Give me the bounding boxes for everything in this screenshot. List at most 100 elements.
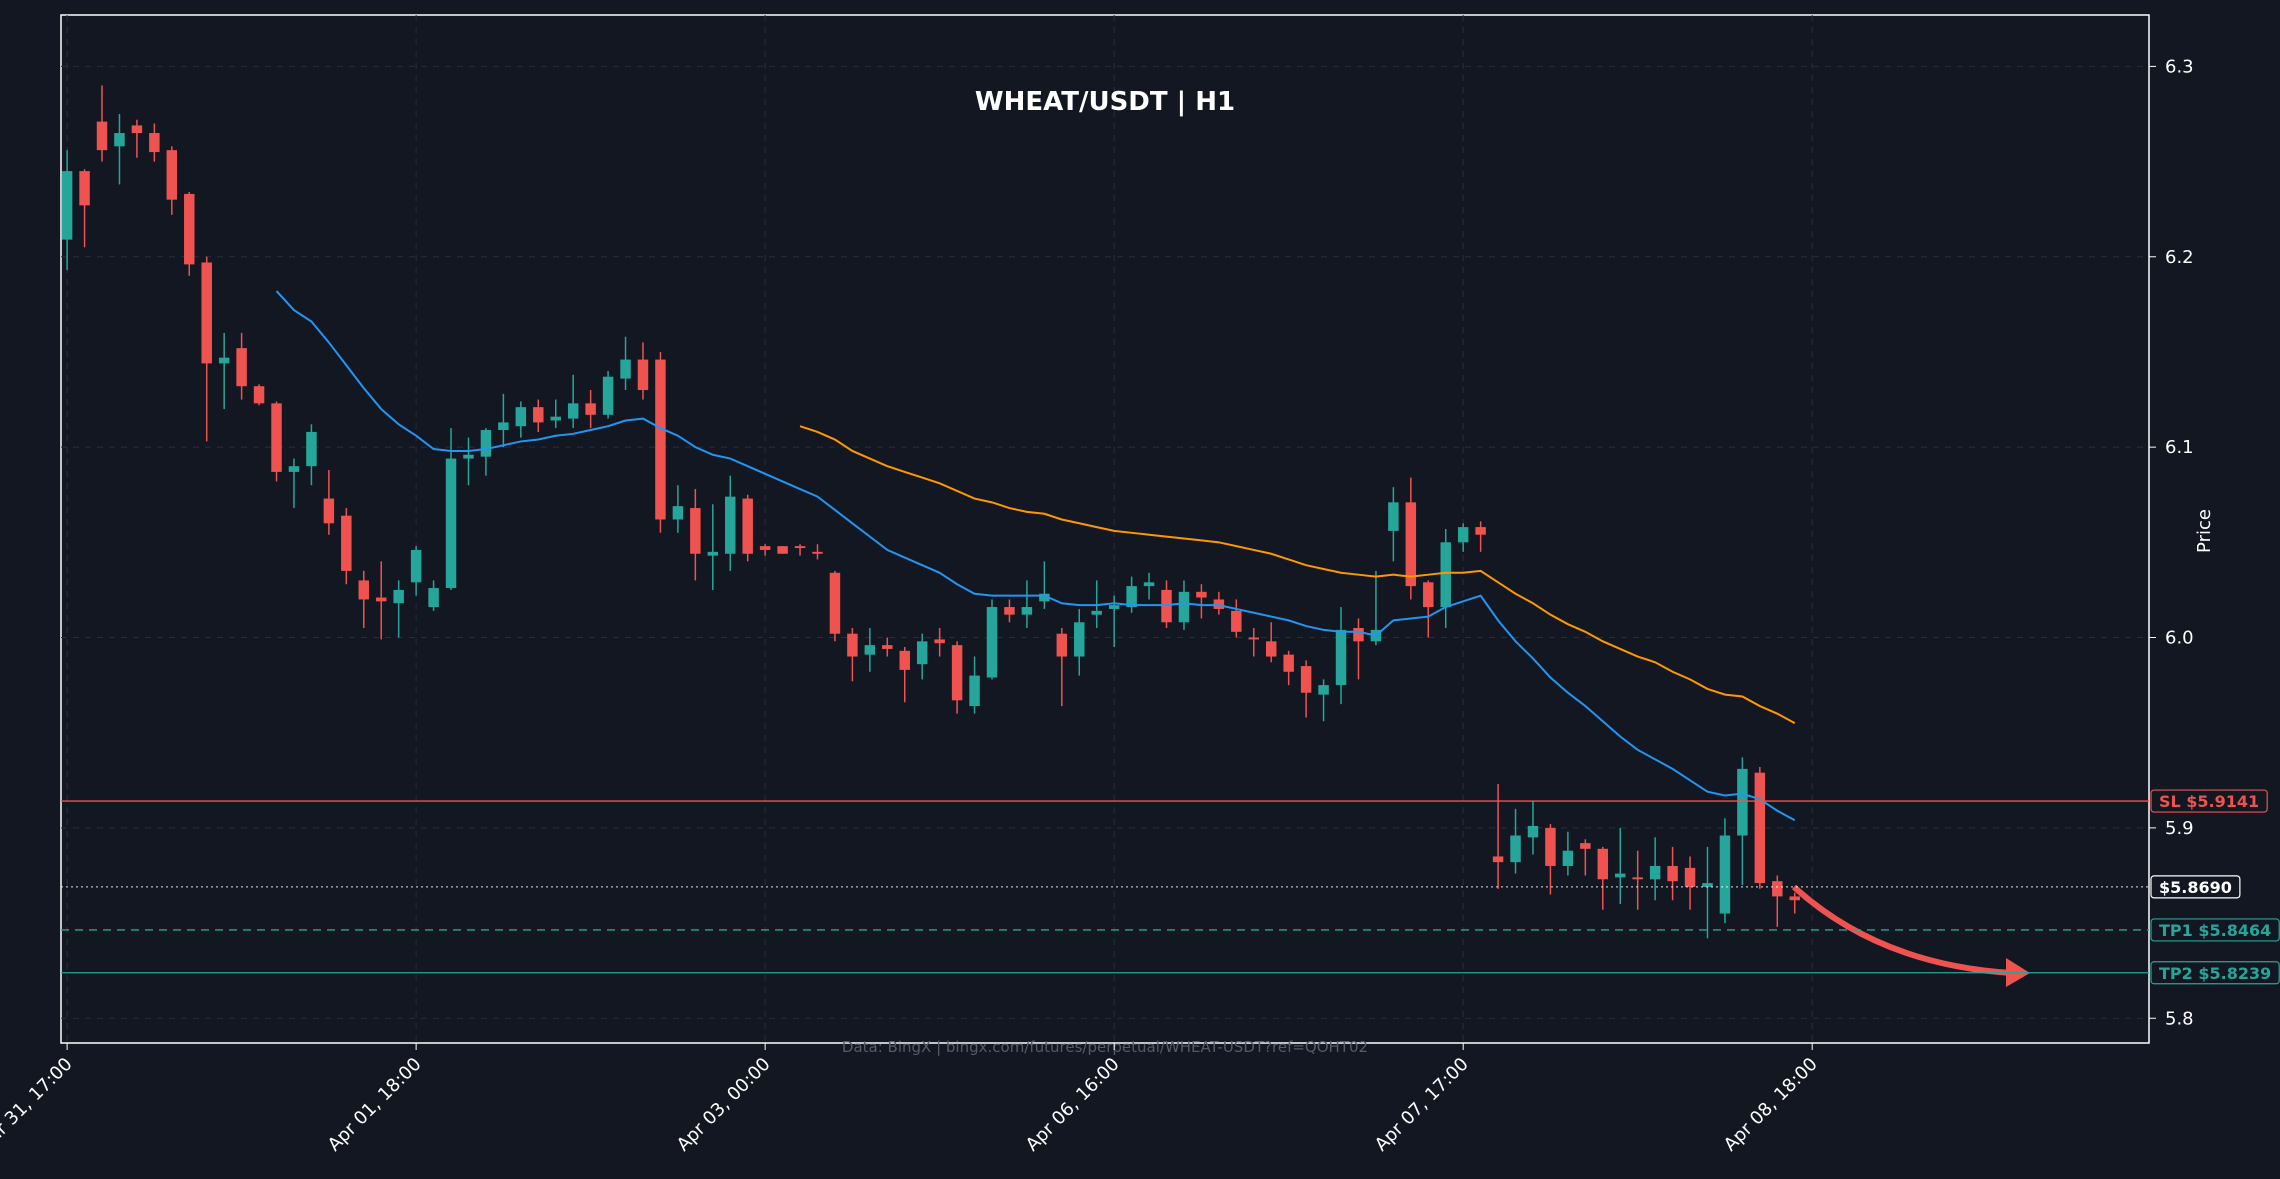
candle-body — [585, 403, 596, 415]
candle-body — [794, 546, 806, 549]
candle-body — [1597, 848, 1609, 880]
candle-body — [271, 403, 282, 472]
candle-body — [759, 546, 771, 550]
y-tick-label: 6.1 — [2165, 437, 2194, 458]
candle-body — [655, 359, 666, 520]
candle-body — [1754, 772, 1766, 884]
candle-body — [1196, 591, 1207, 598]
candle-body — [428, 588, 439, 608]
candle-body — [829, 572, 841, 634]
candle-body — [253, 386, 265, 404]
candle-body — [707, 551, 719, 556]
level-label: TP1 $5.8464 — [2159, 921, 2271, 940]
watermark: Data: BingX | bingx.com/futures/perpetua… — [842, 1038, 1368, 1056]
candle-body — [1684, 867, 1696, 887]
candle-body — [1789, 896, 1800, 901]
candle-body — [602, 376, 614, 415]
level-label-box — [2150, 789, 2268, 813]
candle-body — [445, 458, 457, 589]
candle-body — [1108, 605, 1120, 609]
level-label-box — [2150, 918, 2280, 942]
candle-body — [1580, 843, 1591, 849]
candle-body — [1300, 666, 1312, 693]
candle-body — [131, 125, 143, 134]
candle-body — [1074, 622, 1085, 657]
candle-body — [533, 407, 544, 423]
candle-body — [550, 416, 561, 421]
candle-body — [184, 193, 195, 265]
candle-body — [690, 508, 701, 554]
candle-body — [515, 407, 527, 427]
candle-body — [1492, 856, 1504, 863]
candle-body — [1615, 873, 1626, 878]
candle-body — [672, 506, 684, 520]
candle-body — [934, 639, 945, 644]
candle-body — [1248, 637, 1260, 640]
projection-arrow — [1791, 884, 2013, 976]
candle-body — [306, 431, 317, 467]
candle-body — [236, 348, 247, 387]
candle-body — [777, 546, 788, 554]
candle-body — [882, 645, 893, 649]
candle-body — [1423, 582, 1434, 608]
chart-title: WHEAT/USDT | H1 — [975, 87, 1235, 117]
candle-body — [1510, 835, 1521, 863]
y-tick-label: 5.8 — [2165, 1008, 2194, 1029]
x-tick-label: Apr 08, 18:00 — [1720, 1054, 1822, 1156]
candle-body — [1283, 654, 1294, 672]
candle-body — [951, 645, 963, 701]
candle-body — [1056, 633, 1068, 657]
candle-body — [358, 580, 370, 600]
candle-body — [480, 430, 492, 457]
candle-body — [1737, 768, 1748, 836]
candle-body — [864, 645, 876, 655]
candle-body — [201, 262, 212, 364]
level-label: TP2 $5.8239 — [2159, 964, 2271, 983]
x-tick-label: Mar 31, 17:00 — [0, 1054, 77, 1158]
candle-body — [567, 403, 579, 419]
candle-body — [1021, 607, 1033, 615]
candle-body — [1667, 865, 1678, 882]
candle-body — [463, 454, 474, 459]
candle-body — [1527, 825, 1539, 838]
candle-body — [341, 515, 352, 571]
candle-body — [1632, 877, 1643, 880]
x-tick-label: Apr 06, 16:00 — [1022, 1054, 1124, 1156]
candle-body — [986, 607, 998, 678]
candle-body — [1649, 865, 1661, 880]
candle-body — [1178, 591, 1190, 623]
y-tick-label: 5.9 — [2165, 818, 2194, 839]
candle-body — [1562, 850, 1574, 866]
candle-body — [1457, 527, 1469, 543]
y-tick-label: 6.2 — [2165, 247, 2194, 268]
level-label: SL $5.9141 — [2159, 792, 2259, 811]
candle-body — [410, 549, 422, 583]
candle-body — [218, 357, 230, 364]
grid — [61, 15, 2149, 1043]
candle-body — [969, 675, 980, 707]
candle-body — [288, 466, 300, 472]
candle-body — [79, 171, 90, 206]
candle-body — [1231, 610, 1242, 632]
candle-body — [96, 121, 108, 151]
candle-body — [323, 498, 335, 524]
moving-average-line — [799, 425, 1796, 725]
candle-body — [916, 641, 928, 665]
level-label: $5.8690 — [2159, 878, 2232, 897]
y-axis-label: Price — [2194, 509, 2215, 553]
level-label-box — [2150, 875, 2241, 899]
x-tick-label: Apr 03, 00:00 — [673, 1054, 775, 1156]
y-tick-label: 6.0 — [2165, 628, 2194, 649]
candle-body — [1265, 641, 1277, 657]
candle-body — [1039, 593, 1050, 602]
candle-body — [1091, 610, 1102, 615]
candle-body — [847, 633, 858, 657]
candle-body — [1353, 627, 1364, 642]
candle-body — [1143, 582, 1155, 587]
candle-body — [1719, 835, 1731, 914]
candle-body — [725, 496, 736, 554]
candle-body — [1388, 502, 1399, 531]
candle-body — [166, 150, 178, 200]
candle-body — [114, 133, 125, 147]
candle-body — [1475, 527, 1486, 535]
